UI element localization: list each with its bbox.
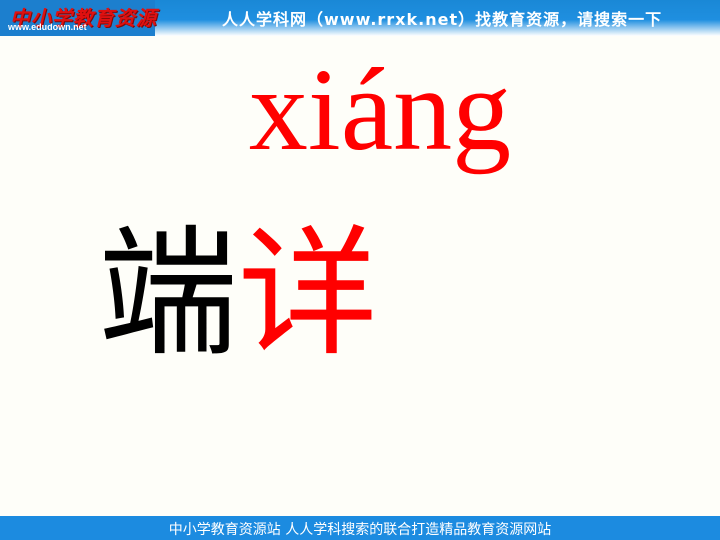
header-bar: 中小学教育资源 www.edudown.net 人人学科网（www.rrxk.n… [0,0,720,36]
character-duan: 端 [98,213,239,376]
footer-text: 中小学教育资源站 人人学科搜索的联合打造精品教育资源网站 [168,522,552,538]
logo-text: 中小学教育资源 [10,6,157,30]
word-characters: 端详 [98,220,378,370]
character-xiang: 详 [238,213,379,376]
logo-url: www.edudown.net [8,22,87,32]
pinyin-text: xiáng [248,44,512,175]
footer-bar: 中小学教育资源站 人人学科搜索的联合打造精品教育资源网站 [0,516,720,540]
site-logo[interactable]: 中小学教育资源 www.edudown.net [0,0,157,36]
header-site-text: 人人学科网（www.rrxk.net）找教育资源，请搜索一下 [222,10,663,29]
